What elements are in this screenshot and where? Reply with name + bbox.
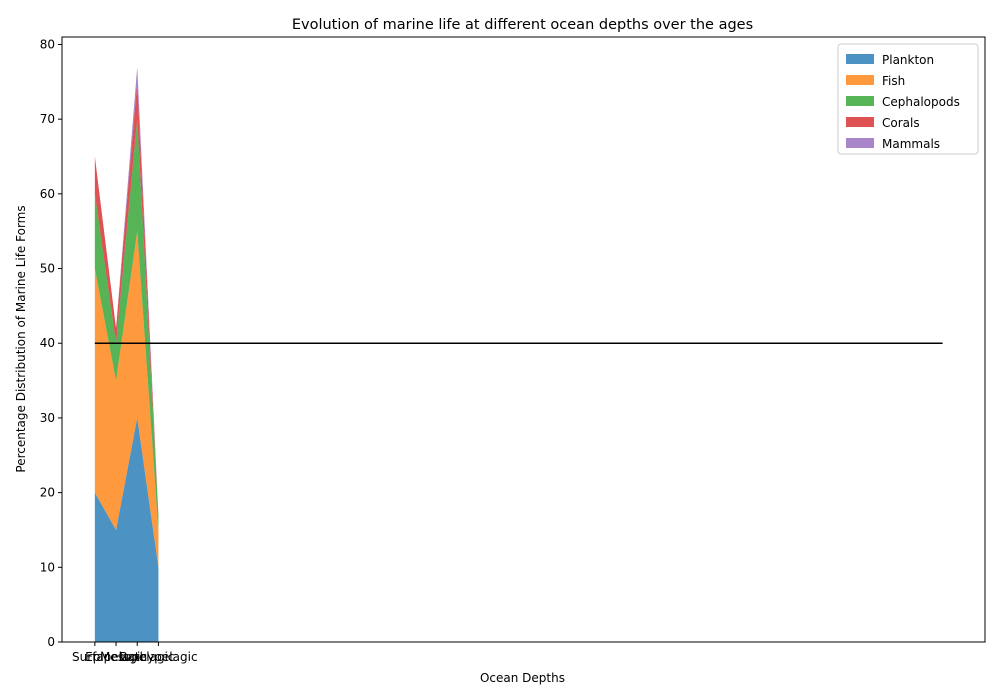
y-tick-label: 0 — [47, 635, 55, 649]
y-tick-label: 20 — [40, 486, 55, 500]
legend-swatch-mammals — [846, 138, 874, 148]
y-tick-label: 60 — [40, 187, 55, 201]
area-fish — [94, 231, 159, 568]
legend-swatch-corals — [846, 117, 874, 127]
legend-label-corals: Corals — [882, 116, 920, 130]
areas-layer — [94, 66, 159, 642]
x-axis-label: Ocean Depths — [480, 671, 565, 685]
area-cephalopods — [94, 119, 159, 530]
plot-frame — [61, 36, 986, 643]
y-tick-label: 30 — [40, 411, 55, 425]
y-tick-label: 80 — [40, 37, 55, 51]
legend: Plankton Fish Cephalopods Corals Mammals — [837, 43, 979, 155]
y-tick-label: 10 — [40, 560, 55, 574]
y-axis-label: Percentage Distribution of Marine Life F… — [14, 205, 28, 472]
x-tick-label: Epipelagic — [85, 650, 147, 664]
area-plankton — [94, 417, 159, 642]
y-tick-label: 50 — [40, 262, 55, 276]
legend-swatch-fish — [846, 75, 874, 85]
legend-swatch-plankton — [846, 54, 874, 64]
area-mammals — [94, 66, 159, 516]
legend-label-mammals: Mammals — [882, 137, 940, 151]
axes-layer: 0 10 20 30 40 50 60 70 80 SurfaceEpipelagicMesope… — [40, 36, 986, 664]
x-tick-label: Bathypelagic — [119, 650, 197, 664]
y-tick-label: 70 — [40, 112, 55, 126]
x-tick-label: Surface — [72, 650, 118, 664]
legend-label-fish: Fish — [882, 74, 905, 88]
y-tick-label: 40 — [40, 336, 55, 350]
legend-label-plankton: Plankton — [882, 53, 934, 67]
legend-label-cephalopods: Cephalopods — [882, 95, 960, 109]
chart-title: Evolution of marine life at different oc… — [292, 17, 753, 33]
x-tick-label: Mesopelagic — [100, 650, 175, 664]
area-corals — [94, 81, 159, 516]
legend-swatch-cephalopods — [846, 96, 874, 106]
